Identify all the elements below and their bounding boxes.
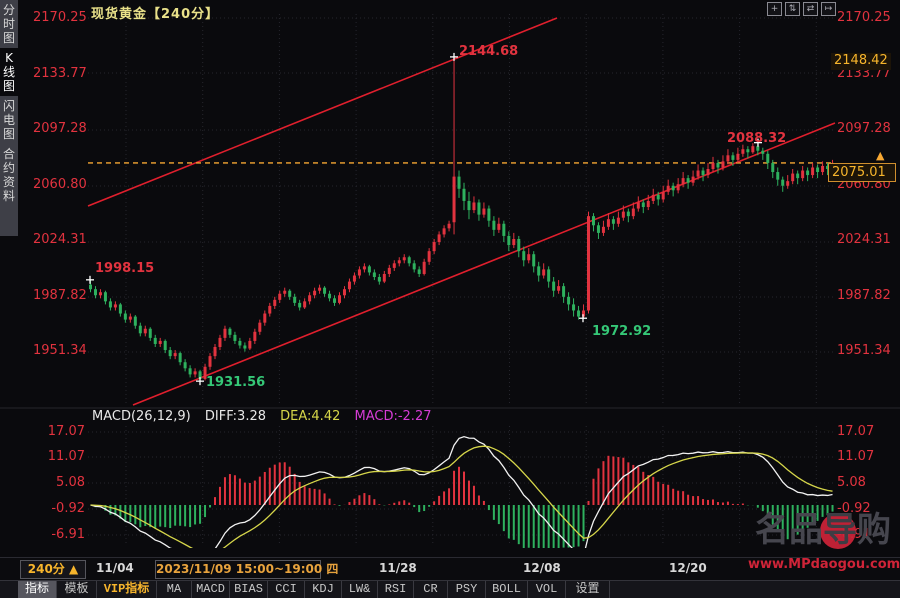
toolbar-item-0[interactable]: 指标	[18, 581, 57, 598]
price-annotation: 1931.56	[206, 375, 266, 390]
macd-layer	[90, 435, 834, 548]
extreme-cross-markers	[86, 52, 762, 386]
trend-lines[interactable]	[87, 17, 836, 406]
macd-axis-label: -0.92	[51, 501, 85, 516]
shift-right-icon[interactable]: ↦	[821, 2, 836, 16]
price-axis-label: 2024.31	[33, 232, 87, 248]
macd-axis-label: 11.07	[47, 449, 85, 464]
toolbar-item-3[interactable]: MA	[157, 581, 192, 598]
price-annotation: 1972.92	[592, 324, 652, 339]
price-annotation: 2088.32	[727, 131, 787, 146]
price-axis-label: 1951.34	[33, 343, 87, 359]
macd-axis-label: 5.08	[837, 475, 866, 490]
macd-bar-value: MACD:-2.27	[354, 409, 432, 424]
indicator-toolbar: 指标 模板 VIP指标 MA MACD BIAS CCI KDJ LW& RSI CR PSY BOLL…	[0, 580, 900, 598]
toolbar-item-12[interactable]: BOLL	[486, 581, 528, 598]
toolbar-item-11[interactable]: PSY	[448, 581, 486, 598]
price-axis-label: 1951.34	[837, 343, 891, 359]
toolbar-item-2[interactable]: VIP指标	[97, 581, 157, 598]
sidebar-item-2[interactable]: 闪电图	[2, 99, 15, 141]
grid-lines	[88, 14, 835, 545]
toolbar-item-9[interactable]: RSI	[378, 581, 414, 598]
time-axis-date: 11/28	[379, 561, 417, 575]
period-selector[interactable]: 240分 ▲	[20, 560, 86, 579]
toolbar-item-4[interactable]: MACD	[192, 581, 230, 598]
macd-axis-label: -6.91	[51, 527, 85, 542]
price-axis-label: 2133.77	[33, 65, 87, 81]
chart-tools: + ⇅ ⇄ ↦	[767, 2, 836, 16]
price-annotation: 2144.68	[459, 44, 519, 59]
time-axis-date: 11/04	[96, 561, 134, 575]
zoom-horizontal-icon[interactable]: ⇄	[803, 2, 818, 16]
toolbar-item-6[interactable]: CCI	[268, 581, 305, 598]
page-title: 现货黄金【240分】	[91, 7, 220, 22]
session-high-badge: 2148.42	[831, 53, 891, 70]
toolbar-item-13[interactable]: VOL	[528, 581, 566, 598]
time-axis-date: 12/08	[523, 561, 561, 575]
price-axis-label: 2060.80	[33, 176, 87, 192]
price-axis-label: 1987.82	[837, 287, 891, 303]
macd-axis-label: 11.07	[837, 449, 875, 464]
macd-axis-label: 17.07	[47, 424, 85, 439]
price-axis-label: 2097.28	[837, 121, 891, 137]
dropdown-arrow-icon: ▲	[69, 562, 79, 576]
zoom-vertical-icon[interactable]: ⇅	[785, 2, 800, 16]
time-axis-bar: 240分 ▲ 2023/11/09 15:00~19:00 四 11/04 11/…	[0, 557, 900, 580]
toolbar-item-5[interactable]: BIAS	[230, 581, 268, 598]
toolbar-item-14[interactable]: 设置	[566, 581, 610, 598]
macd-axis-label: -0.92	[837, 501, 871, 516]
price-axis-label: 2024.31	[837, 232, 891, 248]
macd-dea-value: DEA:4.42	[280, 409, 341, 424]
price-axis-label: 2170.25	[33, 10, 87, 25]
last-price-badge: 2075.01	[828, 163, 896, 182]
macd-axis-label: -6.91	[837, 527, 871, 542]
toolbar-item-10[interactable]: CR	[414, 581, 448, 598]
toolbar-item-7[interactable]: KDJ	[305, 581, 342, 598]
toolbar-item-1[interactable]: 模板	[57, 581, 97, 598]
time-axis-date: 12/20	[669, 561, 707, 575]
sidebar-item-0[interactable]: 分时图	[2, 3, 15, 45]
current-bar-timestamp: 2023/11/09 15:00~19:00 四	[155, 560, 338, 579]
price-axis-label: 2170.25	[837, 10, 891, 25]
macd-dea-line	[90, 445, 833, 548]
price-axis-label: 1987.82	[33, 287, 87, 303]
sidebar-item-3[interactable]: 合约资料	[2, 147, 15, 203]
candles-layer	[89, 56, 835, 382]
macd-header: MACD(26,12,9) DIFF:3.28 DEA:4.42 MACD:-2…	[92, 409, 441, 424]
macd-axis-label: 5.08	[56, 475, 85, 490]
macd-params-label: MACD(26,12,9)	[92, 409, 191, 424]
price-annotation: 1998.15	[95, 261, 155, 276]
macd-diff-line	[90, 435, 833, 548]
price-up-arrow-icon: ▲	[876, 149, 885, 162]
price-axis-label: 2097.28	[33, 121, 87, 137]
macd-axis-label: 17.07	[837, 424, 875, 439]
macd-diff-value: DIFF:3.28	[204, 409, 266, 424]
fit-icon[interactable]: +	[767, 2, 782, 16]
toolbar-item-8[interactable]: LW&	[342, 581, 378, 598]
